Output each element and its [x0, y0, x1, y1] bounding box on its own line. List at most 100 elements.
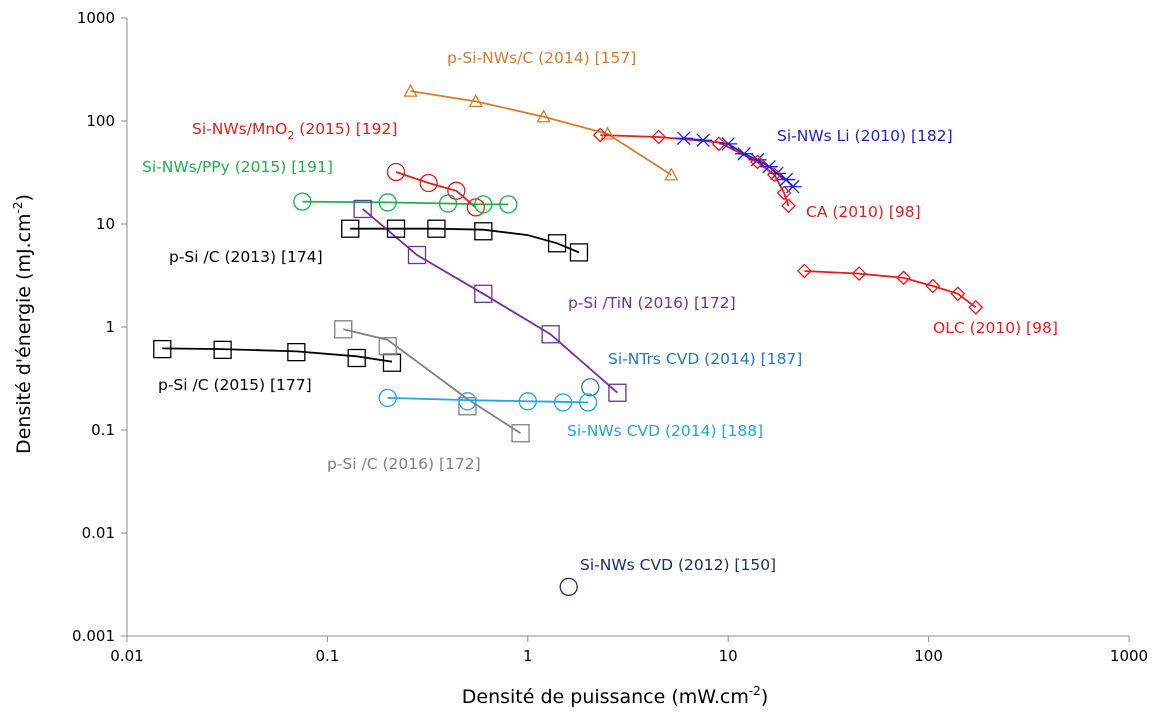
psi-c-2016-line — [343, 328, 521, 434]
psi-c-2016-marker — [458, 397, 477, 416]
psi-tin-2016-marker — [541, 325, 560, 344]
psi-c-2015-marker — [347, 348, 366, 368]
sinws-mno2-2015-marker — [466, 198, 485, 217]
y-tick-label: 0.01 — [82, 524, 115, 542]
x-tick-label: 1000 — [1110, 647, 1148, 665]
y-tick-label: 0.001 — [72, 627, 115, 645]
olc-2010-line — [804, 270, 977, 309]
sinws-ppy-2015-marker — [438, 194, 458, 213]
series-markers — [153, 83, 984, 597]
psinws-c-2014-marker — [403, 83, 418, 97]
olc-2010-label: OLC (2010) [98] — [933, 319, 1058, 337]
psi-c-2013-marker — [547, 234, 567, 253]
y-axis-title: Densité d'énergie (mJ.cm-2) — [11, 194, 35, 454]
psi-c-2013-marker — [427, 219, 446, 238]
sinws-cvd-2014-marker — [518, 392, 537, 411]
sinws-cvd-2014-label: Si-NWs CVD (2014) [188] — [567, 422, 763, 440]
sinws-mno2-2015-line — [395, 171, 477, 209]
sinws-li-2010-label: Si-NWs Li (2010) [182] — [777, 127, 953, 145]
sinws-ppy-2015-line — [302, 200, 509, 206]
x-axis-title: Densité de puissance (mW.cm-2) — [462, 684, 768, 708]
axes: 0.01 0.1 1 10 100 1000 0.001 0.01 0.1 1 10 100 1000 — [72, 9, 1148, 665]
sinws-mno2-2015-label: Si-NWs/MnO2 (2015) [192] — [192, 120, 397, 142]
olc-2010-marker — [896, 270, 911, 286]
psinws-c-2014-line — [410, 90, 672, 176]
sinws-ppy-2015-marker — [293, 192, 312, 211]
sinws-cvd-2014-marker — [578, 393, 598, 412]
psinws-c-2014-marker — [468, 94, 483, 108]
psi-c-2013-marker — [474, 222, 493, 241]
psi-c-2016-label: p-Si /C (2016) [172] — [327, 455, 481, 473]
x-tick-label: 0.01 — [110, 647, 143, 665]
psi-c-2016-marker — [511, 424, 530, 443]
sinws-mno2-2015-marker — [447, 181, 466, 200]
y-tick-label: 10 — [96, 215, 115, 233]
y-tick-label: 0.1 — [91, 421, 115, 439]
psi-c-2015-label: p-Si /C (2015) [177] — [158, 376, 312, 394]
sintrs-cvd-2014-marker — [581, 378, 600, 397]
y-tick-label: 100 — [86, 112, 115, 130]
ca-2010-marker — [750, 154, 765, 170]
sinws-mno2-2015-marker — [419, 173, 438, 193]
y-tick-label: 1 — [105, 318, 115, 336]
sinws-ppy-2015-marker — [378, 193, 397, 212]
ca-2010-marker — [711, 136, 727, 152]
olc-2010-marker — [925, 278, 941, 294]
sinws-ppy-2015-marker — [499, 195, 518, 214]
psi-c-2016-marker — [334, 320, 353, 339]
sinws-cvd-2014-marker — [378, 388, 397, 408]
sinws-cvd-2014-marker — [458, 392, 477, 411]
ca-2010-line — [600, 134, 790, 207]
sinws-cvd-2012-label: Si-NWs CVD (2012) [150] — [580, 556, 776, 574]
olc-2010-marker — [796, 263, 812, 279]
psi-c-2013-marker — [341, 219, 360, 238]
sinws-li-2010-marker — [694, 133, 713, 148]
sinws-cvd-2014-marker — [553, 393, 573, 412]
psi-tin-2016-marker — [608, 383, 627, 402]
y-tick-label: 1000 — [77, 9, 115, 27]
psi-c-2013-marker — [569, 243, 589, 262]
sinws-ppy-2015-marker — [474, 195, 493, 214]
ca-2010-marker — [651, 129, 667, 145]
olc-2010-marker — [968, 299, 984, 315]
psi-tin-2016-marker — [474, 284, 493, 303]
psi-tin-2016-marker — [407, 245, 427, 265]
sinws-li-2010-marker — [760, 159, 779, 174]
psi-tin-2016-marker — [353, 199, 372, 219]
psi-c-2015-marker — [153, 339, 172, 359]
psi-c-2016-marker — [378, 337, 397, 356]
ca-2010-marker — [592, 127, 608, 143]
sinws-mno2-2015-marker — [386, 162, 406, 182]
olc-2010-marker — [851, 266, 867, 282]
psinws-c-2014-marker — [664, 167, 679, 181]
psinws-c-2014-marker — [536, 109, 551, 123]
psi-c-2013-label: p-Si /C (2013) [174] — [169, 248, 323, 266]
sinws-li-2010-marker — [719, 137, 738, 151]
sinws-cvd-2014-line — [387, 397, 589, 404]
ca-2010-label: CA (2010) [98] — [806, 203, 921, 221]
ca-2010-marker — [766, 167, 782, 183]
psi-c-2015-line — [162, 347, 393, 363]
x-tick-label: 10 — [719, 647, 738, 665]
psi-c-2013-line — [350, 227, 580, 254]
psi-tin-2016-label: p-Si /TiN (2016) [172] — [568, 294, 736, 312]
sinws-li-2010-marker — [735, 147, 754, 161]
series-labels: p-Si-NWs/C (2014) [157] Si-NWs Li (2010) … — [142, 49, 1058, 574]
psi-c-2015-marker — [213, 340, 232, 360]
psi-tin-2016-line — [362, 208, 618, 394]
x-tick-label: 100 — [914, 647, 943, 665]
ca-2010-marker — [776, 185, 792, 201]
sinws-cvd-2012-marker — [559, 577, 578, 597]
psi-c-2015-marker — [382, 353, 402, 372]
sinws-li-2010-marker — [783, 179, 802, 194]
sintrs-cvd-2014-label: Si-NTrs CVD (2014) [187] — [608, 350, 802, 368]
sinws-ppy-2015-label: Si-NWs/PPy (2015) [191] — [142, 158, 333, 176]
x-tick-label: 0.1 — [315, 647, 339, 665]
olc-2010-marker — [950, 286, 966, 302]
psi-c-2015-marker — [287, 342, 306, 362]
ca-2010-marker — [781, 198, 796, 214]
psinws-c-2014-label: p-Si-NWs/C (2014) [157] — [447, 49, 636, 67]
psi-c-2013-marker — [386, 219, 406, 238]
